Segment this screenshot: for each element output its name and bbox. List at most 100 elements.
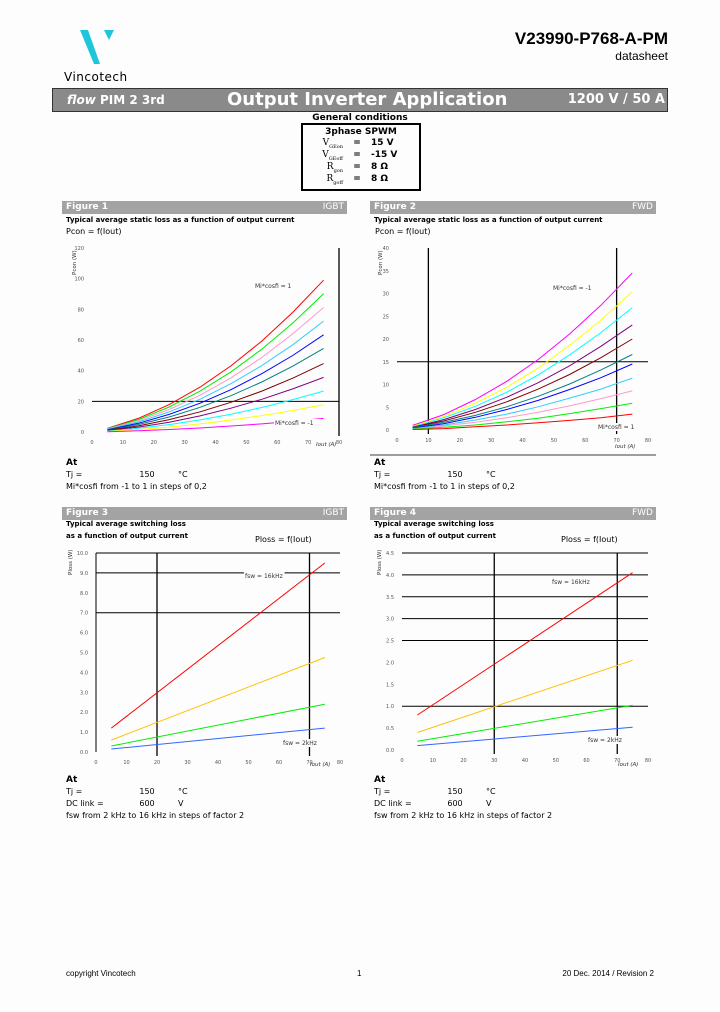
series-line-4 (111, 727, 325, 750)
x-tick-label: 0 (395, 438, 398, 444)
condition-value: 600 (139, 799, 155, 808)
vincotech-logo-icon (80, 30, 114, 64)
x-tick-label: 30 (184, 760, 190, 766)
y-tick-label: 35 (383, 269, 389, 275)
figure-label: Figure 2 (374, 202, 417, 212)
figure-subtitle: Typical average switching loss (374, 520, 494, 528)
footer-page-number: 1 (357, 969, 362, 978)
series-line-4 (417, 726, 633, 747)
series-line-1 (417, 572, 633, 716)
y-tick-label: 2.0 (80, 710, 88, 716)
condition-value: 600 (447, 799, 463, 808)
series-line-3 (111, 703, 325, 747)
condition-line: DC link = 600 V (66, 798, 244, 810)
series-line-2 (111, 657, 325, 741)
condition-line: Mi*cosfi from -1 to 1 in steps of 0,2 (374, 482, 515, 491)
condition-label: Tj = (66, 787, 83, 796)
figure-subtitle: Typical average static loss as a functio… (66, 216, 295, 224)
series-line-2 (412, 291, 633, 427)
curve-annotation: Mi*cosfi = 1 (598, 424, 635, 431)
curve-annotation: Mi*cosfi = -1 (553, 285, 592, 292)
figure-header: Figure 1 IGBT (62, 201, 347, 214)
figure-label: Figure 4 (374, 508, 417, 518)
series-line-8 (412, 377, 633, 430)
annotation-background (282, 739, 319, 747)
condition-unit: V (178, 799, 184, 808)
y-axis-label: Pcon (W) (378, 250, 384, 275)
x-tick-label: 0 (94, 760, 97, 766)
mode: 3phase SPWM (325, 127, 397, 137)
title-banner: flow PIM 2 3rd Output Inverter Applicati… (52, 88, 668, 112)
at-heading: At (66, 775, 78, 785)
condition-line: DC link = 600 V (374, 798, 552, 810)
condition-name: VGEoff (322, 150, 343, 162)
x-tick-label: 60 (274, 440, 280, 446)
condition-unit: °C (486, 470, 496, 479)
y-tick-label: 5.0 (80, 651, 88, 657)
condition-row: Rgon = 8 Ω (303, 161, 419, 174)
x-tick-label: 60 (583, 758, 589, 764)
figure-subtitle-2: as a function of output current (374, 532, 496, 540)
condition-unit: °C (486, 787, 496, 796)
condition-value: 8 Ω (371, 162, 389, 172)
curve-annotation: fsw = 2kHz (283, 740, 317, 747)
figure-subtitle: Typical average static loss as a functio… (374, 216, 603, 224)
curve-annotation: Mi*cosfi = 1 (255, 283, 292, 290)
y-tick-label: 30 (383, 292, 389, 298)
general-conditions-table: 3phase SPWM VGEon = 15 V VGEoff = -15 V Rgon = 8… (301, 123, 421, 191)
x-tick-label: 10 (425, 438, 431, 444)
y-tick-label: 10.0 (77, 551, 88, 557)
y-tick-label: 2.0 (386, 660, 394, 666)
condition-line: Tj = 150 °C (66, 469, 207, 481)
condition-label: DC link = (66, 799, 104, 808)
x-tick-label: 10 (430, 758, 436, 764)
y-tick-label: 4.5 (386, 551, 394, 557)
y-tick-label: 9.0 (80, 571, 88, 577)
annotation-background (254, 282, 298, 290)
condition-equals: = (353, 150, 361, 160)
x-axis-label: Iout (A) (310, 762, 330, 768)
x-tick-label: 80 (336, 440, 342, 446)
condition-line: fsw from 2 kHz to 16 kHz in steps of fac… (66, 811, 245, 820)
condition-label: DC link = (374, 799, 412, 808)
y-tick-label: 4.0 (386, 573, 394, 579)
y-tick-label: 7.0 (80, 611, 88, 617)
x-tick-label: 30 (491, 758, 497, 764)
condition-value: 150 (447, 787, 463, 796)
x-tick-label: 80 (337, 760, 343, 766)
annotation-background (552, 284, 600, 292)
product-flow: flow (67, 93, 96, 107)
condition-value: 15 V (371, 138, 394, 148)
y-tick-label: 20 (78, 399, 84, 405)
y-tick-label: 2.5 (386, 639, 394, 645)
series-line-10 (107, 404, 324, 432)
curve-annotation: Mi*cosfi = -1 (275, 420, 314, 427)
x-tick-label: 10 (120, 440, 126, 446)
series-line-3 (412, 307, 633, 428)
x-tick-label: 60 (582, 438, 588, 444)
series-line-11 (412, 413, 633, 430)
figure-subtitle: Typical average switching loss (66, 520, 186, 528)
x-tick-label: 50 (245, 760, 251, 766)
series-line-1 (110, 562, 326, 729)
series-line-9 (412, 390, 633, 430)
condition-line: fsw from 2 kHz to 16 kHz in steps of fac… (374, 811, 553, 820)
y-tick-label: 15 (383, 360, 389, 366)
curve-annotation: fsw = 16kHz (245, 573, 283, 580)
condition-unit: °C (178, 787, 188, 796)
figure-label: Figure 3 (66, 508, 109, 518)
y-tick-label: 10 (383, 383, 389, 389)
condition-value: -15 V (371, 150, 398, 160)
series-line-6 (107, 347, 324, 431)
series-line-1 (107, 279, 324, 429)
annotation-background (551, 578, 592, 586)
x-tick-label: 80 (645, 758, 651, 764)
y-tick-label: 40 (78, 369, 84, 375)
annotation-background (244, 572, 285, 580)
document-subtitle: datasheet (615, 49, 668, 63)
y-tick-label: 3.5 (386, 595, 394, 601)
condition-line: Tj = 150 °C (374, 469, 515, 481)
figure-subtitle-2: as a function of output current (66, 532, 188, 540)
